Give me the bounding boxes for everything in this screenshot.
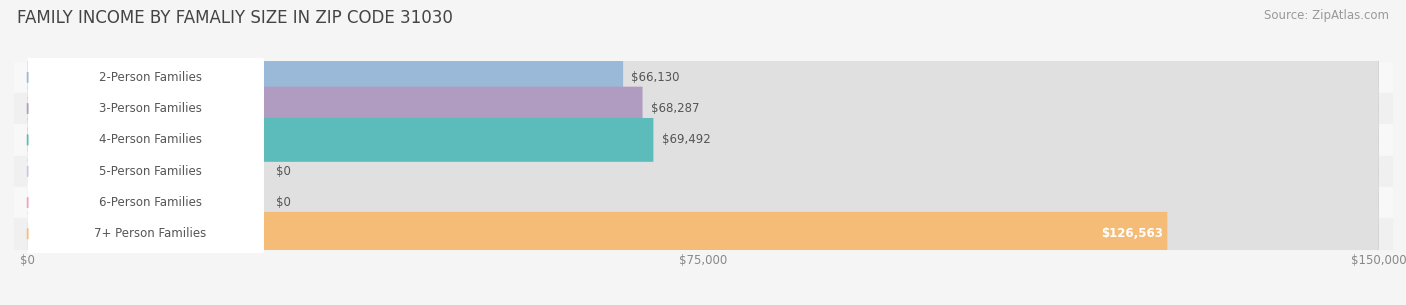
FancyBboxPatch shape bbox=[28, 58, 264, 97]
Text: 7+ Person Families: 7+ Person Families bbox=[94, 227, 207, 240]
Text: FAMILY INCOME BY FAMALIY SIZE IN ZIP CODE 31030: FAMILY INCOME BY FAMALIY SIZE IN ZIP COD… bbox=[17, 9, 453, 27]
FancyBboxPatch shape bbox=[28, 214, 264, 253]
FancyBboxPatch shape bbox=[28, 181, 1378, 224]
FancyBboxPatch shape bbox=[28, 87, 1378, 131]
Bar bbox=[14, 218, 1392, 249]
Bar bbox=[14, 62, 1392, 93]
Text: $0: $0 bbox=[276, 196, 291, 209]
FancyBboxPatch shape bbox=[28, 183, 264, 222]
Text: $66,130: $66,130 bbox=[631, 71, 679, 84]
Text: $69,492: $69,492 bbox=[661, 133, 710, 146]
FancyBboxPatch shape bbox=[28, 118, 1378, 162]
Bar bbox=[14, 124, 1392, 156]
FancyBboxPatch shape bbox=[28, 56, 1378, 99]
Text: 5-Person Families: 5-Person Families bbox=[98, 165, 202, 178]
Text: 6-Person Families: 6-Person Families bbox=[98, 196, 202, 209]
Text: 4-Person Families: 4-Person Families bbox=[98, 133, 202, 146]
FancyBboxPatch shape bbox=[28, 149, 1378, 193]
Text: 2-Person Families: 2-Person Families bbox=[98, 71, 202, 84]
Text: Source: ZipAtlas.com: Source: ZipAtlas.com bbox=[1264, 9, 1389, 22]
FancyBboxPatch shape bbox=[28, 120, 264, 159]
FancyBboxPatch shape bbox=[28, 212, 1167, 256]
Bar bbox=[14, 156, 1392, 187]
FancyBboxPatch shape bbox=[28, 152, 264, 191]
Text: 3-Person Families: 3-Person Families bbox=[98, 102, 202, 115]
Bar bbox=[14, 93, 1392, 124]
FancyBboxPatch shape bbox=[28, 89, 264, 128]
FancyBboxPatch shape bbox=[28, 212, 1378, 256]
FancyBboxPatch shape bbox=[28, 56, 623, 99]
Text: $0: $0 bbox=[276, 165, 291, 178]
Text: $126,563: $126,563 bbox=[1101, 227, 1163, 240]
FancyBboxPatch shape bbox=[28, 87, 643, 131]
Bar bbox=[14, 187, 1392, 218]
FancyBboxPatch shape bbox=[28, 118, 654, 162]
Text: $68,287: $68,287 bbox=[651, 102, 699, 115]
